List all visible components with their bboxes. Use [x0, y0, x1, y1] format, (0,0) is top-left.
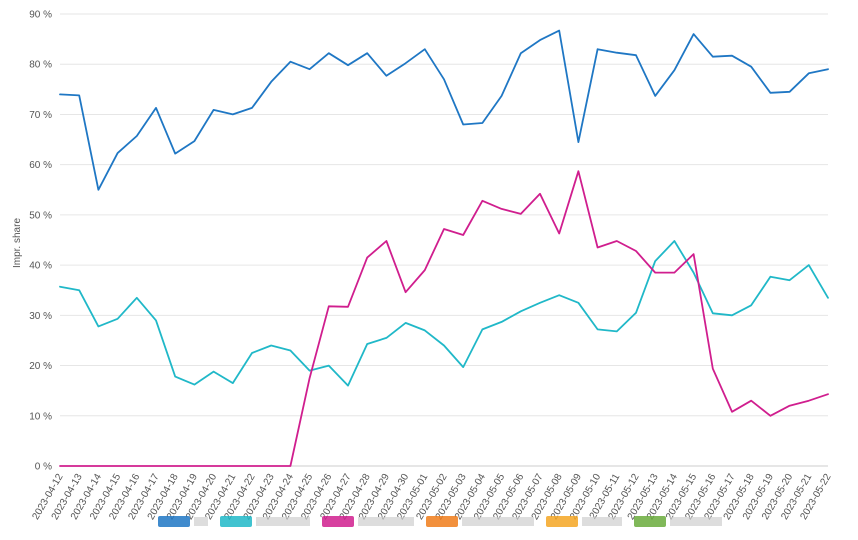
- legend-label-placeholder: [256, 517, 310, 526]
- legend-swatch: [426, 516, 458, 527]
- y-tick-label: 90 %: [29, 10, 52, 21]
- grid-lines: [60, 13, 828, 467]
- legend-swatch: [220, 516, 252, 527]
- y-tick-label: 60 %: [29, 160, 52, 171]
- legend-label-placeholder: [462, 517, 534, 526]
- legend-swatch: [546, 516, 578, 527]
- y-axis-label: Impr. share: [12, 218, 23, 268]
- legend-label-placeholder: [670, 517, 722, 526]
- series-line-1: [59, 29, 829, 191]
- series-line-3: [59, 170, 829, 467]
- legend-label-placeholder: [582, 517, 622, 526]
- y-tick-label: 30 %: [29, 311, 52, 322]
- y-tick-label: 70 %: [29, 110, 52, 121]
- y-tick-label: 10 %: [29, 411, 52, 422]
- legend: [158, 516, 722, 527]
- series-lines: [59, 29, 829, 467]
- y-tick-label: 50 %: [29, 210, 52, 221]
- legend-swatch: [634, 516, 666, 527]
- y-tick-label: 80 %: [29, 60, 52, 71]
- y-axis-ticks: 0 % 10 % 20 % 30 % 40 % 50 % 60 % 70 % 80 % 90 %: [29, 10, 52, 473]
- x-axis-ticks: 2023-04-122023-04-132023-04-142023-04-15…: [30, 472, 833, 522]
- y-tick-label: 20 %: [29, 361, 52, 372]
- y-tick-label: 40 %: [29, 261, 52, 272]
- legend-label-placeholder: [358, 517, 414, 526]
- series-line-2: [59, 240, 829, 387]
- legend-swatch: [158, 516, 190, 527]
- y-tick-label: 0 %: [35, 462, 52, 473]
- legend-label-placeholder: [194, 517, 208, 526]
- legend-swatch: [322, 516, 354, 527]
